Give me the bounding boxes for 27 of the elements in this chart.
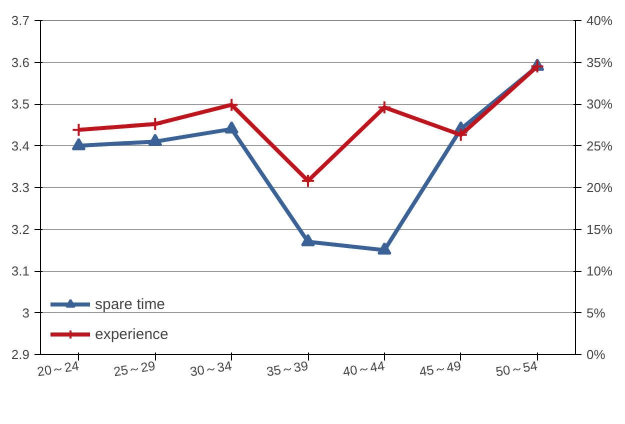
y-tick-label: 3.7 — [11, 13, 30, 28]
x-tick-label: 25～29 — [112, 358, 156, 380]
legend-label: spare time — [95, 296, 166, 312]
x-tick-label: 35～39 — [265, 358, 310, 380]
y2-tick-label: 35% — [586, 54, 613, 70]
y2-tick-label: 15% — [586, 222, 613, 237]
y-tick-label: 3.5 — [11, 96, 30, 112]
x-tick-label: 30～34 — [189, 358, 233, 380]
x-tick-label: 40～44 — [342, 358, 386, 380]
y-tick-label: 2.9 — [11, 347, 30, 362]
x-tick-label: 50～54 — [494, 358, 538, 380]
y2-tick-label: 30% — [586, 96, 613, 112]
y2-tick-label: 20% — [586, 180, 613, 195]
y-tick-label: 3.1 — [11, 264, 30, 278]
y-tick-label: 3 — [22, 305, 30, 320]
y-tick-label: 3.6 — [11, 54, 30, 70]
y-tick-label: 3.2 — [11, 222, 30, 237]
y2-tick-label: 40% — [586, 13, 613, 28]
legend-label: experience — [95, 326, 168, 342]
y2-tick-label: 5% — [586, 305, 606, 320]
x-tick-label: 45～49 — [418, 358, 462, 380]
y2-tick-label: 25% — [586, 138, 613, 154]
y-tick-label: 3.3 — [11, 180, 30, 195]
x-tick-label: 20～24 — [36, 358, 80, 380]
y-tick-label: 3.4 — [11, 138, 30, 154]
y2-tick-label: 10% — [586, 264, 613, 278]
y2-tick-label: 0% — [586, 347, 606, 362]
